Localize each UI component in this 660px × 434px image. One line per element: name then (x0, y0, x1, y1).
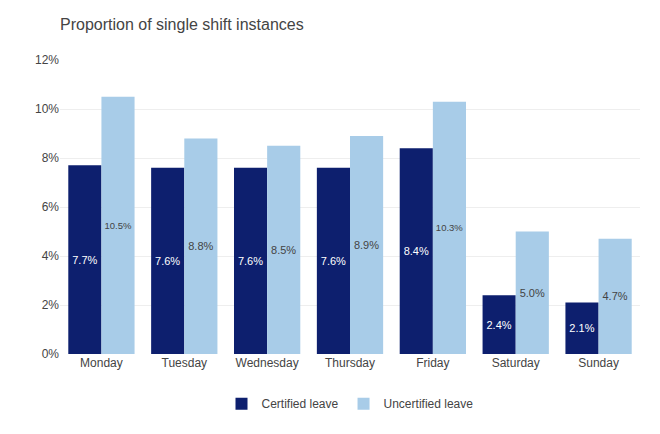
svg-text:6%: 6% (42, 200, 60, 214)
svg-text:5.0%: 5.0% (520, 287, 545, 299)
svg-text:Wednesday: Wednesday (236, 356, 299, 370)
svg-text:2%: 2% (42, 298, 60, 312)
svg-text:0%: 0% (42, 347, 60, 361)
svg-text:2.1%: 2.1% (569, 322, 594, 334)
svg-text:8.5%: 8.5% (271, 244, 296, 256)
svg-text:4%: 4% (42, 249, 60, 263)
svg-text:Sunday: Sunday (578, 356, 619, 370)
svg-text:Monday: Monday (80, 356, 123, 370)
svg-text:7.6%: 7.6% (155, 255, 180, 267)
svg-text:4.7%: 4.7% (602, 290, 627, 302)
svg-text:Certified leave: Certified leave (262, 397, 339, 411)
svg-text:Uncertified leave: Uncertified leave (384, 397, 474, 411)
svg-text:Proportion of single shift ins: Proportion of single shift instances (60, 16, 304, 33)
svg-text:Thursday: Thursday (325, 356, 375, 370)
svg-text:8.4%: 8.4% (404, 245, 429, 257)
svg-text:10.3%: 10.3% (436, 222, 463, 233)
svg-text:10%: 10% (35, 102, 59, 116)
svg-text:Saturday: Saturday (492, 356, 540, 370)
svg-text:12%: 12% (35, 53, 59, 67)
svg-text:Friday: Friday (416, 356, 449, 370)
svg-text:7.7%: 7.7% (72, 254, 97, 266)
svg-text:Tuesday: Tuesday (161, 356, 207, 370)
svg-text:7.6%: 7.6% (321, 255, 346, 267)
svg-text:8.9%: 8.9% (354, 239, 379, 251)
svg-text:8.8%: 8.8% (188, 240, 213, 252)
svg-text:2.4%: 2.4% (486, 319, 511, 331)
svg-text:8%: 8% (42, 151, 60, 165)
svg-text:10.5%: 10.5% (104, 220, 131, 231)
svg-text:7.6%: 7.6% (238, 255, 263, 267)
